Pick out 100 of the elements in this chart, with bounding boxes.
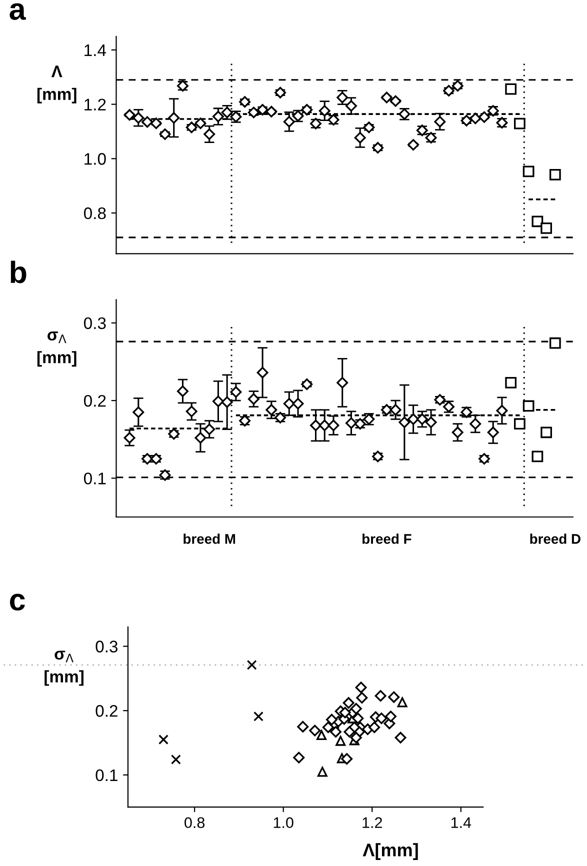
point (293, 752, 305, 764)
point (322, 722, 334, 734)
point (496, 404, 508, 416)
point (158, 734, 168, 745)
point (328, 420, 340, 432)
point (416, 413, 428, 425)
point (204, 424, 216, 436)
point (374, 690, 386, 702)
y-tick-label: 0.1 (84, 472, 106, 484)
point (330, 726, 342, 738)
y-tick-label: 1.4 (84, 44, 106, 56)
point (487, 426, 499, 438)
point (246, 660, 257, 670)
y-tick-label: 1.2 (84, 98, 106, 110)
y-axis-title: σ$_{Λ}$ [mm] (37, 332, 76, 367)
point (336, 736, 346, 746)
point (470, 418, 482, 430)
point (452, 426, 464, 438)
y-tick-label: 0.3 (84, 317, 106, 330)
x-tick-label: breed D (530, 534, 580, 544)
chart-title: b (10, 260, 26, 284)
point (425, 416, 437, 428)
point (253, 711, 264, 722)
point (394, 732, 406, 744)
point (376, 712, 388, 724)
point (522, 166, 534, 178)
point (408, 139, 420, 151)
point (230, 386, 242, 398)
point (318, 105, 330, 117)
point (170, 754, 181, 765)
y-axis-title: σ$_{Λ}$ [mm] (44, 650, 84, 686)
point (316, 730, 327, 740)
point (336, 376, 348, 388)
point (549, 337, 561, 349)
point (549, 168, 561, 180)
point (434, 116, 446, 128)
point (532, 216, 544, 228)
point (350, 732, 362, 744)
point (356, 692, 368, 704)
y-tick-label: 0.1 (96, 769, 118, 782)
point (292, 398, 304, 410)
point (168, 112, 180, 124)
point (408, 413, 420, 425)
point (266, 404, 278, 416)
point (532, 450, 544, 462)
y-axis-title: Λ [mm] (37, 66, 76, 104)
point (368, 722, 380, 734)
point (132, 112, 144, 124)
y-tick-label: 0.2 (84, 394, 106, 407)
point (297, 720, 309, 732)
point (194, 432, 206, 444)
y-tick-label: 0.2 (96, 705, 118, 717)
point (354, 132, 366, 144)
point (326, 714, 338, 726)
point (350, 702, 362, 714)
point (256, 366, 268, 378)
x-tick-label: 1.2 (362, 817, 382, 828)
point (318, 420, 330, 432)
x-tick-label: 0.8 (184, 817, 205, 828)
point (388, 691, 400, 703)
point (505, 377, 517, 388)
point (221, 396, 233, 408)
point (176, 385, 188, 397)
point (283, 398, 295, 410)
point (341, 753, 353, 765)
point (385, 710, 397, 722)
point (317, 766, 328, 777)
point (390, 404, 402, 416)
y-tick-label: 0.3 (96, 640, 118, 652)
point (301, 378, 313, 390)
point (345, 417, 357, 429)
point (132, 406, 144, 418)
point (514, 418, 526, 430)
point (540, 222, 552, 234)
point (342, 697, 354, 709)
x-tick-label: breed F (362, 534, 412, 544)
x-tick-label: 1.4 (451, 817, 472, 828)
point (212, 110, 224, 122)
point (540, 426, 552, 438)
point (372, 142, 384, 154)
chart-title: c (10, 594, 25, 611)
point (212, 396, 224, 408)
point (204, 128, 216, 140)
chart-title: a (10, 3, 26, 20)
x-axis-title: Λ[mm] (362, 843, 418, 860)
x-tick-label: breed M (184, 534, 236, 544)
point (398, 416, 410, 428)
point (248, 393, 260, 405)
point (355, 682, 367, 694)
point (505, 83, 517, 95)
x-tick-label: 1.0 (274, 817, 294, 828)
point (274, 86, 286, 98)
point (124, 432, 136, 444)
y-tick-label: 1.0 (84, 153, 106, 165)
point (339, 706, 351, 718)
point (124, 109, 136, 121)
point (397, 697, 408, 708)
point (309, 724, 321, 736)
y-tick-label: 0.8 (84, 207, 106, 220)
point (186, 406, 198, 418)
